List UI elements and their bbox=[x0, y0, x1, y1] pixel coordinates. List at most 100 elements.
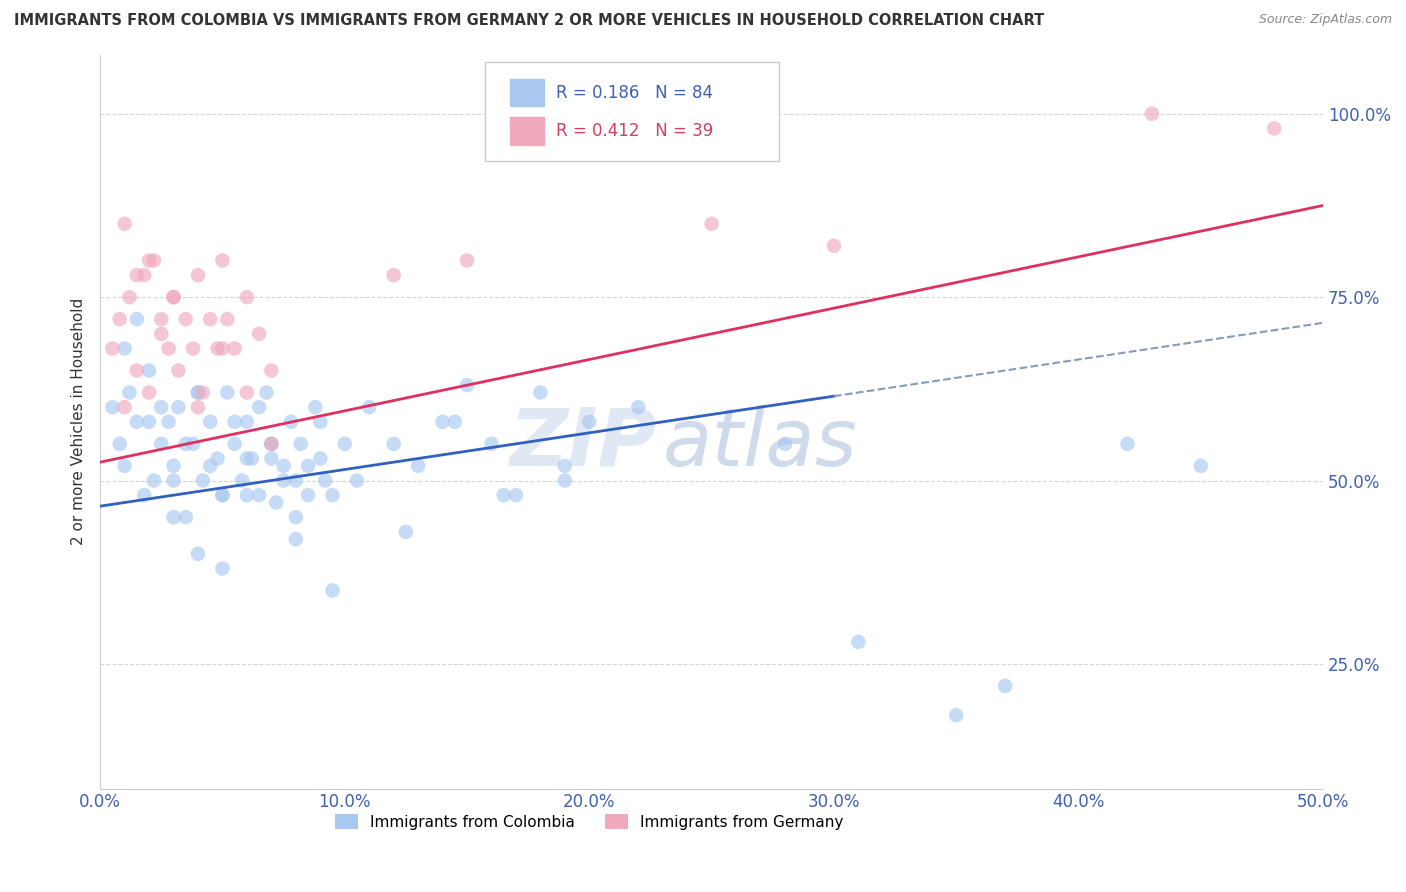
Point bbox=[321, 583, 343, 598]
Point bbox=[406, 458, 429, 473]
Point bbox=[1189, 458, 1212, 473]
Point bbox=[236, 451, 259, 466]
Point bbox=[1140, 107, 1163, 121]
Point bbox=[359, 400, 381, 414]
Point bbox=[700, 217, 723, 231]
Point bbox=[174, 437, 197, 451]
Point bbox=[118, 290, 141, 304]
Point bbox=[823, 239, 845, 253]
Point bbox=[150, 312, 173, 326]
Point bbox=[1116, 437, 1139, 451]
Point bbox=[138, 415, 160, 429]
Point bbox=[114, 342, 136, 356]
Point bbox=[138, 385, 160, 400]
Point bbox=[1263, 121, 1285, 136]
Point bbox=[260, 437, 283, 451]
Point bbox=[191, 385, 214, 400]
Point bbox=[211, 253, 233, 268]
Point bbox=[200, 458, 222, 473]
Point bbox=[247, 400, 270, 414]
Point bbox=[181, 342, 204, 356]
Point bbox=[260, 451, 283, 466]
Point bbox=[578, 415, 600, 429]
Point bbox=[529, 385, 551, 400]
Text: IMMIGRANTS FROM COLOMBIA VS IMMIGRANTS FROM GERMANY 2 OR MORE VEHICLES IN HOUSEH: IMMIGRANTS FROM COLOMBIA VS IMMIGRANTS F… bbox=[14, 13, 1045, 29]
Point bbox=[207, 451, 229, 466]
Point bbox=[481, 437, 503, 451]
Point bbox=[150, 326, 173, 341]
Point bbox=[191, 474, 214, 488]
Point bbox=[162, 290, 184, 304]
Point bbox=[162, 458, 184, 473]
Point bbox=[134, 268, 156, 282]
Point bbox=[162, 474, 184, 488]
Point bbox=[114, 458, 136, 473]
Point bbox=[187, 268, 209, 282]
Point bbox=[304, 400, 326, 414]
Point bbox=[142, 474, 165, 488]
Point bbox=[142, 253, 165, 268]
Point bbox=[382, 268, 405, 282]
Point bbox=[314, 474, 336, 488]
Point bbox=[848, 635, 870, 649]
Point bbox=[101, 342, 124, 356]
Point bbox=[114, 400, 136, 414]
Point bbox=[290, 437, 312, 451]
Point bbox=[224, 437, 246, 451]
Point bbox=[187, 385, 209, 400]
Point bbox=[236, 415, 259, 429]
Point bbox=[240, 451, 263, 466]
Point bbox=[284, 510, 307, 524]
Point bbox=[264, 495, 287, 509]
Point bbox=[118, 385, 141, 400]
Point bbox=[994, 679, 1017, 693]
Point bbox=[200, 415, 222, 429]
Point bbox=[150, 400, 173, 414]
Point bbox=[187, 385, 209, 400]
Point bbox=[138, 253, 160, 268]
Point bbox=[554, 474, 576, 488]
Point bbox=[333, 437, 356, 451]
Point bbox=[456, 378, 478, 392]
Point bbox=[162, 290, 184, 304]
Point bbox=[211, 488, 233, 502]
Text: R = 0.412   N = 39: R = 0.412 N = 39 bbox=[557, 122, 714, 140]
Point bbox=[157, 342, 180, 356]
Point bbox=[125, 312, 148, 326]
Point bbox=[284, 474, 307, 488]
Point bbox=[217, 385, 239, 400]
Point bbox=[211, 342, 233, 356]
Point bbox=[280, 415, 302, 429]
Point bbox=[432, 415, 454, 429]
Point bbox=[167, 363, 190, 377]
Point bbox=[627, 400, 650, 414]
Point bbox=[108, 312, 131, 326]
Point bbox=[309, 451, 332, 466]
Point bbox=[260, 437, 283, 451]
Point bbox=[138, 363, 160, 377]
Point bbox=[284, 532, 307, 546]
Point bbox=[224, 342, 246, 356]
Point bbox=[174, 312, 197, 326]
Point bbox=[456, 253, 478, 268]
Point bbox=[150, 437, 173, 451]
Point bbox=[187, 547, 209, 561]
Point bbox=[260, 437, 283, 451]
Point bbox=[108, 437, 131, 451]
Point bbox=[157, 415, 180, 429]
Point bbox=[256, 385, 278, 400]
Point bbox=[297, 458, 319, 473]
Point bbox=[260, 363, 283, 377]
Point bbox=[273, 474, 295, 488]
Point bbox=[207, 342, 229, 356]
Point bbox=[346, 474, 368, 488]
Point bbox=[236, 385, 259, 400]
Point bbox=[309, 415, 332, 429]
Point bbox=[297, 488, 319, 502]
Point bbox=[945, 708, 967, 723]
Point bbox=[395, 524, 418, 539]
Point bbox=[273, 458, 295, 473]
Point bbox=[236, 488, 259, 502]
Point bbox=[211, 488, 233, 502]
Point bbox=[217, 312, 239, 326]
